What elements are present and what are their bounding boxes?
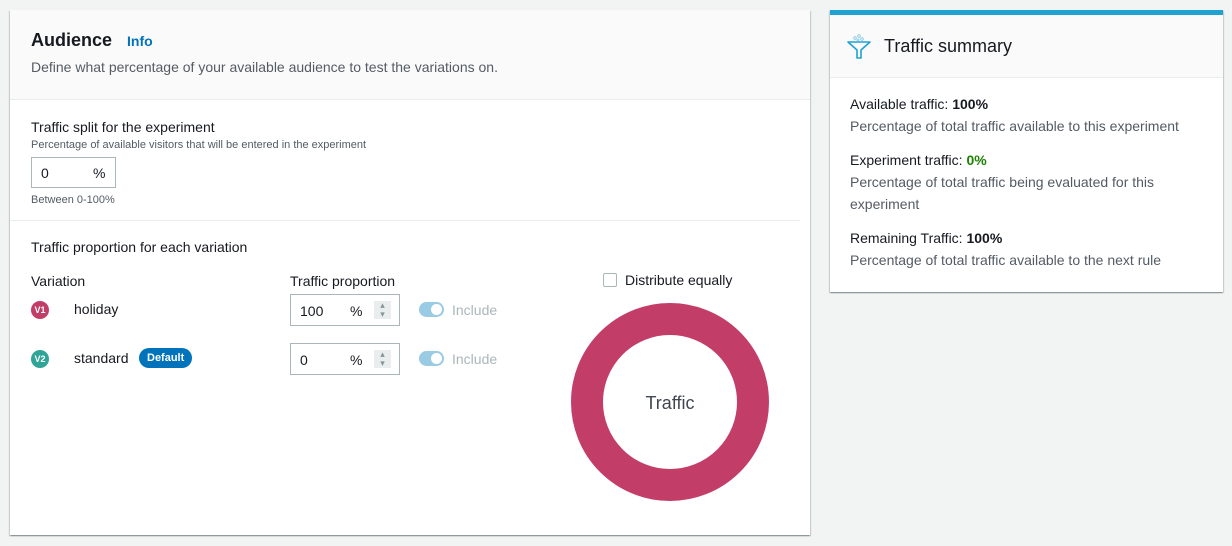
info-link[interactable]: Info xyxy=(127,33,153,49)
traffic-proportion-label: Traffic proportion for each variation xyxy=(31,239,248,255)
include-label: Include xyxy=(452,351,498,367)
summary-available: Available traffic: 100% Percentage of to… xyxy=(850,93,1203,137)
summary-experiment: Experiment traffic: 0% Percentage of tot… xyxy=(850,149,1203,215)
available-desc: Percentage of total traffic available to… xyxy=(850,118,1179,134)
toggle-knob xyxy=(431,304,442,315)
stepper-icon[interactable]: ▴ ▾ xyxy=(374,301,391,319)
donut-center-label: Traffic xyxy=(645,393,694,413)
experiment-desc: Percentage of total traffic being evalua… xyxy=(850,174,1155,212)
variation-row-standard: V2 standard Default 0 % ▴ ▾ Include xyxy=(31,343,511,375)
audience-header: Audience Info Define what percentage of … xyxy=(10,10,810,100)
traffic-split-hint: Between 0-100% xyxy=(31,194,115,206)
toggle-knob xyxy=(431,353,442,364)
traffic-split-value: 0 xyxy=(41,165,49,181)
remaining-desc: Percentage of total traffic available to… xyxy=(850,252,1162,268)
proportion-value: 0 xyxy=(300,352,308,368)
audience-panel: Audience Info Define what percentage of … xyxy=(10,10,810,535)
traffic-summary-panel: Traffic summary Available traffic: 100% … xyxy=(830,10,1223,292)
proportion-value: 100 xyxy=(300,303,324,319)
variation-name: holiday xyxy=(74,301,119,317)
column-header-variation: Variation xyxy=(31,273,86,289)
include-label: Include xyxy=(452,302,498,318)
include-toggle[interactable] xyxy=(419,351,444,366)
donut-segment-holiday xyxy=(571,303,769,501)
traffic-split-section: Traffic split for the experiment Percent… xyxy=(10,100,800,221)
percent-unit: % xyxy=(350,352,363,368)
variation-badge: V2 xyxy=(31,350,49,368)
percent-unit: % xyxy=(350,303,363,319)
distribute-equally-checkbox[interactable]: Distribute equally xyxy=(603,272,732,288)
summary-remaining: Remaining Traffic: 100% Percentage of to… xyxy=(850,227,1203,271)
remaining-label: Remaining Traffic: xyxy=(850,230,967,246)
percent-unit: % xyxy=(93,165,106,181)
summary-body: Available traffic: 100% Percentage of to… xyxy=(830,78,1223,298)
funnel-icon xyxy=(847,34,871,59)
available-label: Available traffic: xyxy=(850,96,953,112)
experiment-value: 0% xyxy=(966,152,987,168)
column-header-traffic: Traffic proportion xyxy=(290,273,396,289)
available-value: 100% xyxy=(952,96,989,112)
include-toggle[interactable] xyxy=(419,302,444,317)
audience-description: Define what percentage of your available… xyxy=(31,59,498,75)
page-title: Audience xyxy=(31,30,113,50)
checkbox-icon[interactable] xyxy=(603,273,617,287)
summary-title: Traffic summary xyxy=(884,35,1013,56)
default-badge: Default xyxy=(139,348,193,368)
variation-name: standard xyxy=(74,350,129,366)
traffic-split-input[interactable]: 0 % xyxy=(31,157,116,188)
variation-row-holiday: V1 holiday 100 % ▴ ▾ Include xyxy=(31,294,511,326)
traffic-proportion-input[interactable]: 100 % ▴ ▾ xyxy=(290,294,400,326)
remaining-value: 100% xyxy=(966,230,1003,246)
traffic-split-label: Traffic split for the experiment xyxy=(31,119,215,135)
traffic-split-sublabel: Percentage of available visitors that wi… xyxy=(31,139,367,151)
experiment-label: Experiment traffic: xyxy=(850,152,967,168)
variation-badge: V1 xyxy=(31,301,49,319)
traffic-donut-chart: Traffic xyxy=(571,303,769,501)
traffic-proportion-input[interactable]: 0 % ▴ ▾ xyxy=(290,343,400,375)
summary-header: Traffic summary xyxy=(830,15,1223,78)
distribute-equally-label: Distribute equally xyxy=(625,272,733,288)
stepper-icon[interactable]: ▴ ▾ xyxy=(374,350,391,368)
